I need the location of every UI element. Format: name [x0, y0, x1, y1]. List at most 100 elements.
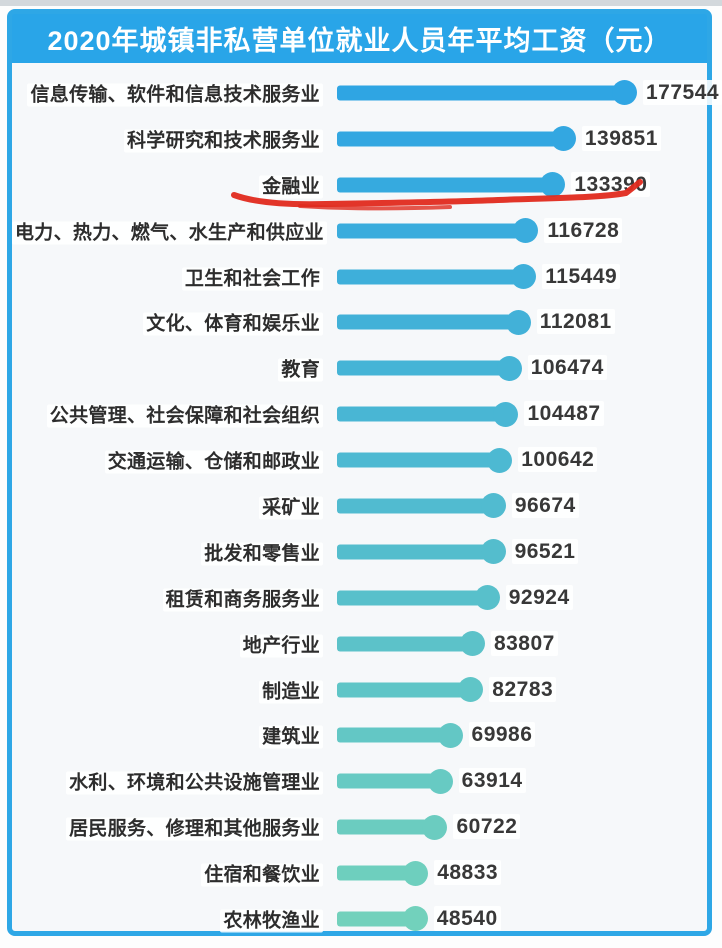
category-label-text: 采矿业 — [259, 496, 323, 520]
bar-end-dot — [458, 677, 484, 703]
category-label: 文化、体育和娱乐业 — [12, 309, 323, 336]
bar-end-dot — [427, 768, 453, 794]
value-bar — [337, 447, 513, 473]
value-label-text: 104487 — [524, 401, 604, 427]
value-label-text: 112081 — [536, 309, 615, 335]
category-label: 教育 — [12, 355, 323, 382]
category-label-text: 文化、体育和娱乐业 — [143, 312, 323, 336]
bar-row: 采矿业 96674 — [12, 483, 707, 529]
value-label-text: 69986 — [468, 722, 536, 748]
category-label: 居民服务、修理和其他服务业 — [12, 814, 323, 841]
infographic-frame: 2020年城镇非私营单位就业人员年平均工资（元） 信息传输、软件和信息技术服务业… — [7, 9, 722, 936]
value-bar — [337, 264, 537, 289]
bar-row: 地产行业 83807 — [12, 621, 707, 667]
value-label-text: 48540 — [433, 905, 501, 931]
bar-end-dot — [422, 814, 448, 840]
value-label-text: 106474 — [527, 355, 607, 381]
bar-row: 文化、体育和娱乐业 112081 — [12, 299, 707, 345]
value-bar — [337, 585, 500, 611]
value-bar — [337, 860, 429, 886]
category-label-text: 地产行业 — [239, 634, 323, 658]
category-label-text: 金融业 — [259, 175, 323, 199]
value-label-text: 133390 — [571, 171, 651, 197]
value-label: 106474 — [527, 355, 607, 381]
bar-row: 卫生和社会工作 115449 — [12, 254, 707, 300]
value-bar — [337, 309, 531, 335]
category-label: 建筑业 — [12, 722, 323, 749]
bar-row: 住宿和餐饮业 48833 — [12, 850, 707, 896]
bar-row: 信息传输、软件和信息技术服务业 177544 — [12, 70, 722, 116]
value-bar — [337, 401, 519, 427]
bar-row: 科学研究和技术服务业 139851 — [12, 116, 707, 162]
bar-end-dot — [474, 585, 500, 611]
category-label: 农林牧渔业 — [12, 905, 323, 933]
bar-row: 制造业 82783 — [12, 667, 707, 713]
bar-end-dot — [511, 264, 537, 289]
category-label: 租赁和商务服务业 — [12, 584, 323, 612]
bar-row: 交通运输、仓储和邮政业 100642 — [12, 437, 707, 483]
category-label: 采矿业 — [12, 492, 323, 520]
value-label: 139851 — [581, 125, 661, 151]
value-label: 82783 — [489, 676, 557, 702]
value-label-text: 115449 — [542, 263, 621, 289]
bar-end-dot — [403, 860, 429, 886]
value-label-text: 83807 — [490, 630, 558, 656]
category-label: 公共管理、社会保障和社会组织 — [12, 401, 323, 428]
category-label: 水利、环境和公共设施管理业 — [12, 768, 323, 795]
bar-end-dot — [540, 172, 566, 198]
chart-rows: 信息传输、软件和信息技术服务业 177544 科学研究和技术服务业 139851 金融业… — [12, 63, 722, 933]
category-label-text: 制造业 — [259, 680, 323, 704]
value-bar — [337, 814, 448, 840]
category-label: 批发和零售业 — [12, 538, 323, 566]
bar-row: 水利、环境和公共设施管理业 63914 — [12, 758, 707, 804]
bar-row: 金融业 133390 — [12, 162, 707, 208]
category-label-text: 卫生和社会工作 — [181, 267, 323, 290]
bar-end-dot — [437, 722, 463, 748]
bar-row: 租赁和商务服务业 92924 — [12, 575, 707, 621]
value-bar — [337, 355, 522, 381]
value-label: 48833 — [434, 860, 502, 886]
bar-end-dot — [493, 401, 519, 427]
bar-end-dot — [402, 906, 428, 932]
bar-end-dot — [505, 309, 531, 335]
bar-end-dot — [480, 493, 506, 519]
category-label: 制造业 — [12, 676, 323, 704]
value-label: 92924 — [505, 584, 573, 610]
bar-row: 公共管理、社会保障和社会组织 104487 — [12, 391, 707, 437]
bar-row: 建筑业 69986 — [12, 712, 707, 758]
value-label: 83807 — [490, 630, 558, 656]
category-label-text: 信息传输、软件和信息技术服务业 — [27, 83, 323, 107]
value-label-text: 100642 — [518, 447, 598, 473]
bar-end-dot — [487, 447, 513, 473]
category-label: 交通运输、仓储和邮政业 — [12, 447, 323, 474]
value-label: 100642 — [518, 447, 598, 473]
value-label: 133390 — [571, 171, 651, 197]
value-label-text: 63914 — [458, 768, 526, 794]
value-label: 69986 — [468, 722, 536, 748]
value-label-text: 177544 — [643, 79, 722, 105]
value-label: 112081 — [536, 309, 615, 335]
value-bar — [337, 722, 463, 748]
value-label: 63914 — [458, 768, 526, 794]
category-label-text: 居民服务、修理和其他服务业 — [66, 817, 323, 841]
value-bar — [337, 539, 506, 565]
value-label-text: 96521 — [511, 538, 579, 564]
category-label-text: 租赁和商务服务业 — [162, 588, 323, 612]
category-label-text: 农林牧渔业 — [220, 909, 323, 933]
category-label-text: 建筑业 — [259, 725, 323, 749]
value-label: 115449 — [542, 263, 621, 289]
category-label-text: 住宿和餐饮业 — [201, 863, 323, 887]
value-label-text: 116728 — [544, 217, 623, 243]
value-bar — [337, 631, 485, 657]
value-label: 104487 — [524, 401, 604, 427]
bar-end-dot — [513, 218, 539, 244]
value-label: 96674 — [511, 492, 579, 518]
category-label-text: 批发和零售业 — [201, 542, 323, 566]
category-label: 科学研究和技术服务业 — [12, 125, 323, 153]
value-label: 60722 — [453, 814, 521, 840]
value-bar — [337, 126, 576, 152]
value-bar — [337, 80, 637, 106]
chart-header: 2020年城镇非私营单位就业人员年平均工资（元） — [12, 14, 707, 63]
category-label-text: 交通运输、仓储和邮政业 — [104, 450, 323, 474]
category-label-text: 水利、环境和公共设施管理业 — [66, 771, 323, 795]
